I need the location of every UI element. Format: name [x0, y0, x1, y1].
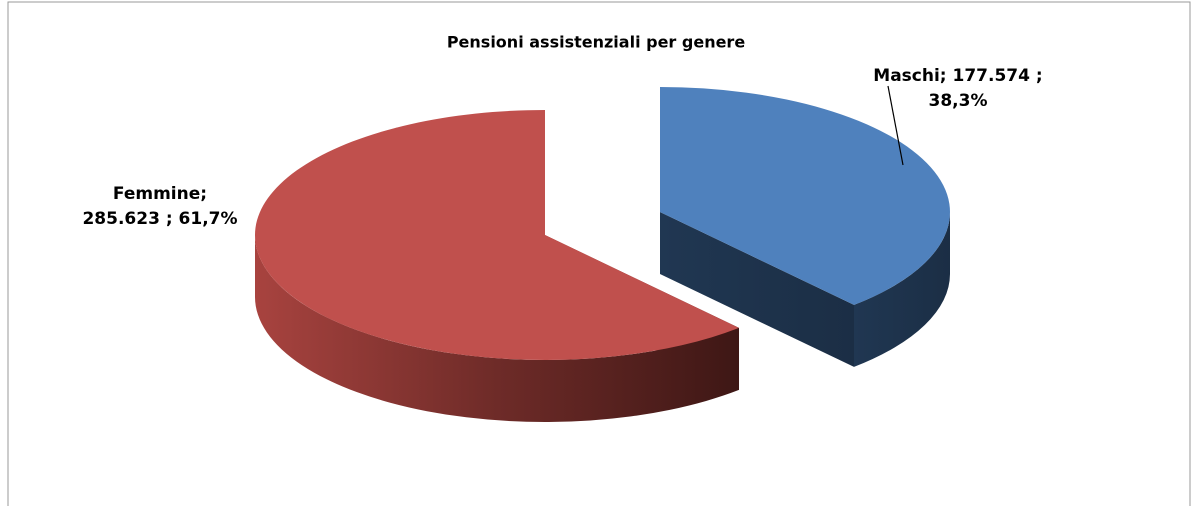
pie [255, 87, 950, 422]
data-label: 285.623 ; 61,7% [82, 209, 237, 229]
chart-title: Pensioni assistenziali per genere [447, 33, 745, 52]
data-label: Femmine; [113, 184, 207, 204]
slice [660, 87, 950, 305]
slice [255, 110, 740, 360]
data-label: 38,3% [929, 91, 988, 111]
data-label: Maschi; 177.574 ; [873, 66, 1042, 86]
slice-side [660, 212, 855, 367]
slice-wall [255, 235, 740, 422]
leader-line [887, 85, 904, 166]
slice-wall [854, 212, 950, 367]
chart-frame [7, 1, 1191, 506]
